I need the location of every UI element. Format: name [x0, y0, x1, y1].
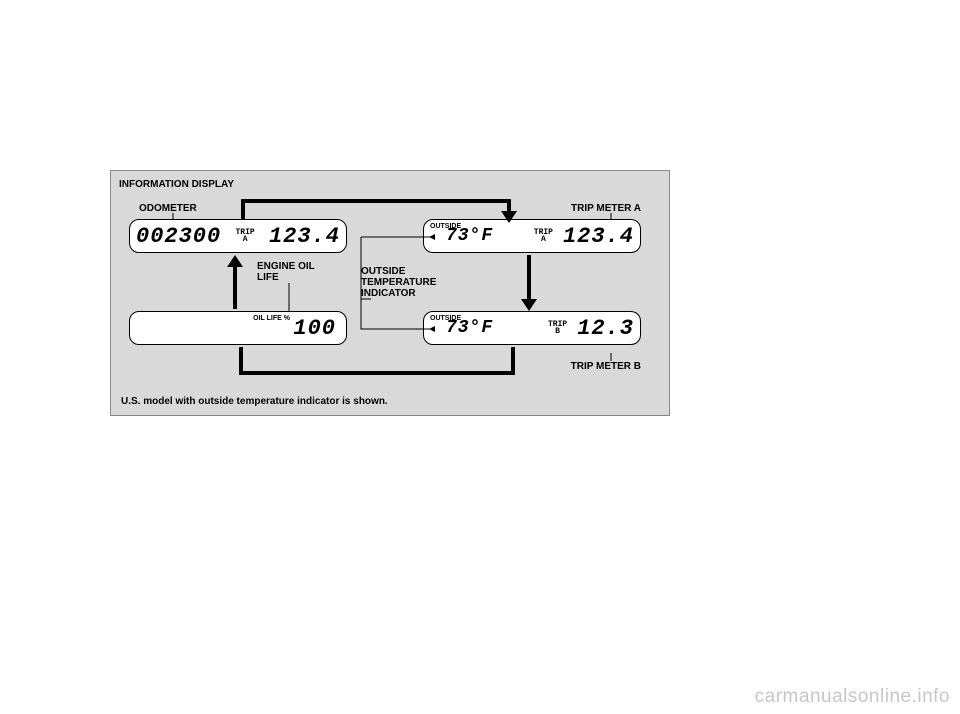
- diagram-caption: U.S. model with outside temperature indi…: [121, 396, 388, 407]
- information-display-diagram: INFORMATION DISPLAY ODOMETER TRIP METER …: [110, 170, 670, 416]
- watermark-text: carmanualsonline.info: [755, 686, 950, 708]
- cycle-arrows: [111, 171, 671, 417]
